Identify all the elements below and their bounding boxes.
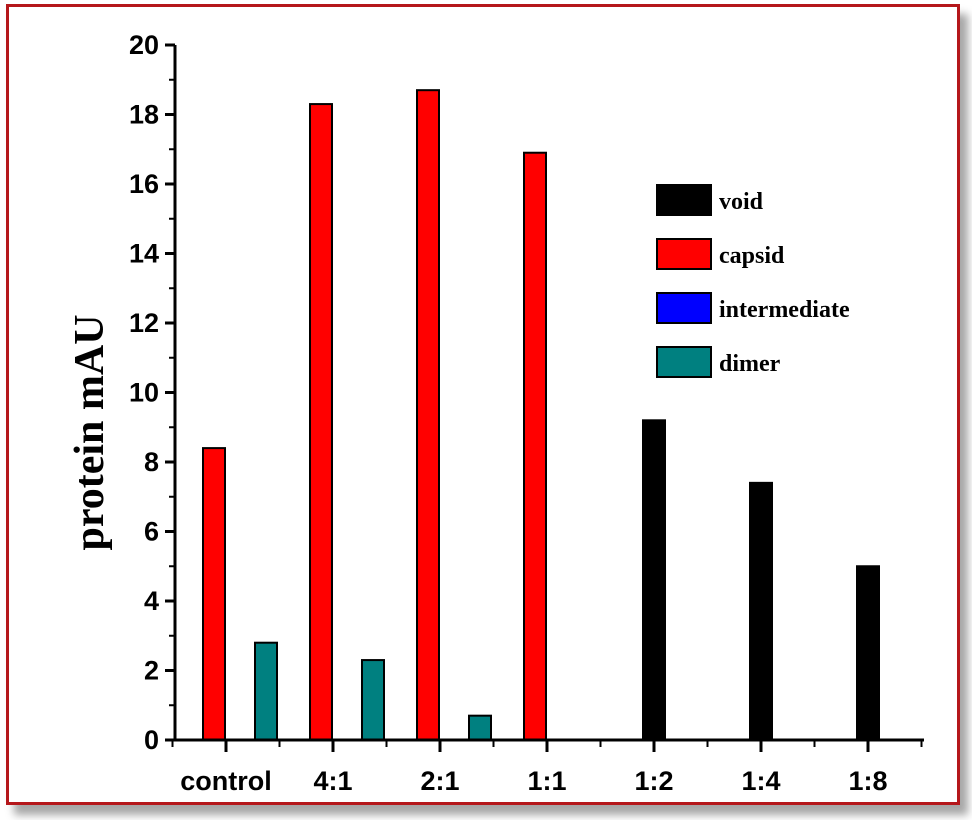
legend-label-capsid: capsid	[719, 243, 785, 269]
legend-label-void: void	[719, 189, 764, 215]
bar-dimer-3	[468, 714, 492, 741]
y-tick-label: 0	[144, 725, 159, 755]
x-tick-label: 1:2	[634, 766, 673, 796]
chart-frame: 0 2 4 6 8 10 12 14 16 18 20 control 4:1 2:1 1:1 1:2 1:4 1…	[6, 4, 960, 805]
y-tick-label: 4	[144, 586, 159, 616]
x-tick-label: 2:1	[420, 766, 459, 796]
y-tick-label: 8	[144, 447, 159, 477]
x-tick-label: 1:1	[527, 766, 566, 796]
legend-swatch-dimer	[656, 346, 712, 378]
bar-void-5	[642, 419, 666, 741]
y-tick-label: 20	[129, 30, 159, 60]
bar-dimer-1	[254, 641, 278, 742]
bars-layer	[202, 89, 880, 742]
y-tick-label: 10	[129, 378, 159, 408]
legend-swatch-void	[656, 184, 712, 216]
bar-capsid-4	[523, 151, 547, 742]
y-tick-label: 2	[144, 656, 159, 686]
x-tick-label: 4:1	[313, 766, 352, 796]
bar-void-7	[856, 565, 880, 741]
y-tick-label: 14	[129, 239, 159, 269]
x-tick-label: 1:4	[741, 766, 780, 796]
axes-layer: 0 2 4 6 8 10 12 14 16 18 20 control 4:1 2:1 1:1 1:2 1:4 1…	[129, 30, 924, 796]
bar-void-6	[749, 481, 773, 741]
x-tick-label: 1:8	[848, 766, 887, 796]
y-tick-label: 18	[129, 100, 159, 130]
legend: void capsid intermediate dimer	[656, 184, 850, 378]
x-tick-label: control	[180, 766, 272, 796]
bar-chart: 0 2 4 6 8 10 12 14 16 18 20 control 4:1 2:1 1:1 1:2 1:4 1…	[67, 30, 924, 796]
legend-swatch-intermediate	[656, 292, 712, 324]
legend-label-dimer: dimer	[719, 351, 781, 377]
bar-dimer-2	[361, 659, 385, 742]
bar-capsid-2	[309, 103, 333, 741]
y-tick-label: 16	[129, 169, 159, 199]
y-tick-label: 6	[144, 517, 159, 547]
y-axis-label: protein mAU	[67, 314, 113, 550]
bar-capsid-3	[416, 89, 440, 742]
legend-swatch-capsid	[656, 238, 712, 270]
bar-capsid-1	[202, 447, 226, 741]
legend-label-intermediate: intermediate	[719, 297, 850, 323]
y-tick-label: 12	[129, 308, 159, 338]
